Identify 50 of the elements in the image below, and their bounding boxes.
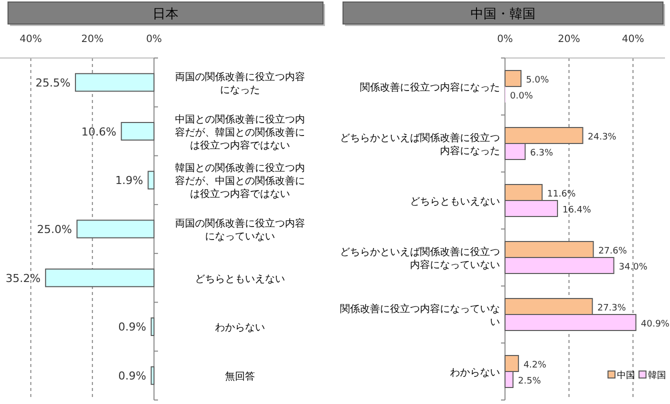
- x-tick-label: 40%: [622, 34, 644, 45]
- y-tick-label: どちらともいえない: [410, 196, 500, 208]
- data-label: 27.6%: [598, 246, 628, 256]
- x-tick-label: 20%: [81, 34, 104, 45]
- data-label: 25.0%: [37, 223, 72, 236]
- legend-label: 韓国: [648, 370, 666, 381]
- y-tick-label: どちらかといえば関係改善に役立つ内容になっていない: [340, 246, 500, 271]
- data-label: 40.9%: [640, 320, 670, 330]
- y-tick-label: 無回答: [225, 370, 255, 383]
- data-label: 5.0%: [526, 76, 550, 86]
- data-label: 0.0%: [510, 92, 534, 102]
- bar: [45, 268, 154, 288]
- y-tick-label: どちらともいえない: [195, 274, 285, 285]
- y-tick-label: 両国の関係改善に役立つ内容になっていない: [175, 218, 305, 242]
- data-label: 11.6%: [547, 190, 576, 200]
- y-tick-label: わからない: [450, 368, 500, 378]
- bar: [74, 73, 154, 92]
- x-tick-label: 0%: [497, 34, 513, 45]
- bar: [150, 317, 154, 336]
- x-tick-label: 20%: [558, 34, 580, 45]
- data-label: 35.2%: [6, 272, 41, 285]
- bar: [148, 170, 154, 190]
- data-label: 16.4%: [562, 206, 592, 216]
- y-tick-label: わからない: [215, 322, 265, 334]
- y-tick-label: 両国の関係改善に役立つ内容になった: [175, 70, 305, 96]
- chart-title: 中国・韓国: [470, 7, 536, 22]
- data-label: 24.3%: [588, 132, 617, 142]
- data-label: 0.9%: [118, 370, 146, 383]
- x-tick-label: 40%: [20, 34, 42, 45]
- y-tick-label: 中国との関係改善に役立つ内容だが、韓国との関係改善には役立つ内容ではない: [175, 113, 305, 152]
- data-label: 0.9%: [118, 320, 146, 334]
- x-tick-label: 0%: [146, 34, 162, 45]
- y-tick-label: どちらかといえば関係改善に役立つ内容になった: [340, 132, 500, 157]
- y-tick-label: 関係改善に役立つ内容になった: [360, 82, 500, 94]
- y-tick-label: 韓国との関係改善に役立つ内容だが、中国との関係改善には役立つ内容ではない: [175, 162, 305, 200]
- data-label: 27.3%: [597, 304, 626, 314]
- data-label: 4.2%: [523, 360, 547, 370]
- data-label: 10.6%: [81, 125, 116, 138]
- data-label: 2.5%: [518, 376, 542, 386]
- data-label: 25.5%: [36, 76, 70, 90]
- y-tick-label: 関係改善に役立つ内容になっていない: [340, 303, 500, 328]
- data-label: 34.0%: [618, 262, 648, 272]
- chart-title: 日本: [152, 7, 178, 22]
- bar: [76, 220, 154, 238]
- data-label: 1.9%: [115, 174, 144, 188]
- bar: [504, 70, 522, 87]
- data-label: 6.3%: [530, 148, 554, 158]
- bar: [120, 122, 154, 141]
- legend-label: 中国: [617, 370, 635, 381]
- bar: [150, 366, 154, 385]
